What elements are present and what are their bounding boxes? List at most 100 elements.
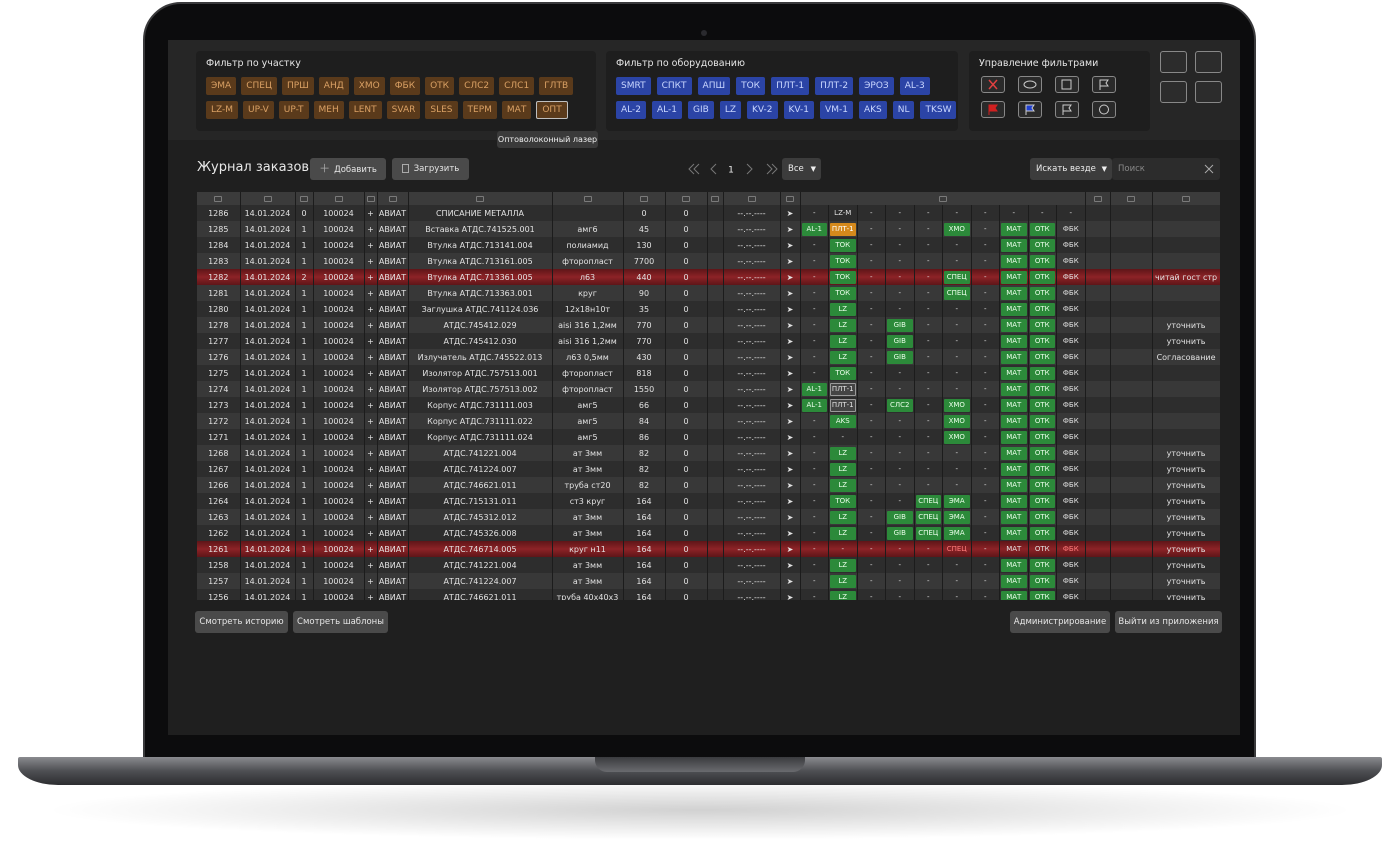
filter-button[interactable]: МЕН (313, 101, 344, 119)
blue-flag-button[interactable] (1018, 101, 1042, 118)
filter-button[interactable]: СЛС1 (499, 77, 535, 95)
filter-button[interactable]: СПКТ (656, 77, 692, 95)
order-row[interactable]: 1268 14.01.2024 1 100024 + АВИАТ АТДС.741221.0… (197, 445, 1220, 461)
filter-button[interactable]: ГЛТВ (539, 77, 574, 95)
filter-button[interactable]: ФБК (389, 77, 421, 95)
filter-button[interactable]: АПШ (697, 77, 731, 95)
filter-button[interactable]: NL (892, 101, 915, 119)
order-row[interactable]: 1280 14.01.2024 1 100024 + АВИАТ Заглушка АТДС… (197, 301, 1220, 317)
order-row[interactable]: 1286 14.01.2024 0 100024 + АВИАТ СПИСАНИЕ МЕТА… (197, 205, 1220, 221)
equipment-tag: - (812, 560, 816, 569)
equipment-tag: - (983, 560, 987, 569)
filter-button[interactable]: GIB (688, 101, 714, 119)
stats-button[interactable] (1195, 81, 1222, 103)
filter-button[interactable]: ЭМА (206, 77, 237, 95)
order-row[interactable]: 1261 14.01.2024 1 100024 + АВИАТ АТДС.746714.0… (197, 541, 1220, 557)
order-row[interactable]: 1285 14.01.2024 1 100024 + АВИАТ Вставка АТДС.… (197, 221, 1220, 237)
order-row[interactable]: 1271 14.01.2024 1 100024 + АВИАТ Корпус АТДС.7… (197, 429, 1220, 445)
settings-button[interactable] (1160, 51, 1187, 73)
info-button[interactable] (1092, 101, 1116, 118)
filter-button[interactable]: ПЛТ-2 (815, 77, 854, 95)
equipment-cell: - (857, 413, 886, 429)
cell: + (364, 493, 378, 509)
filter-button[interactable]: СПЕЦ (241, 77, 277, 95)
order-row[interactable]: 1272 14.01.2024 1 100024 + АВИАТ Корпус АТДС.7… (197, 413, 1220, 429)
filter-button[interactable]: SMRT (616, 77, 651, 95)
filter-button[interactable]: ТЕРМ (462, 101, 497, 119)
button-row: LZ-M UP-V UP-T МЕН LENT SVAR SLES ТЕРМ МАТ ОПТ (206, 101, 568, 119)
order-row[interactable]: 1266 14.01.2024 1 100024 + АВИАТ АТДС.746621.0… (197, 477, 1220, 493)
filter-button[interactable]: TKSW (920, 101, 957, 119)
filter-button[interactable]: AL-3 (899, 77, 930, 95)
equipment-cell: - (857, 205, 886, 221)
filter-button[interactable]: ЭРОЗ (859, 77, 894, 95)
page-arrows[interactable] (688, 163, 778, 175)
exit-button[interactable]: Выйти из приложения (1115, 611, 1222, 633)
filter-button[interactable]: СЛС2 (459, 77, 495, 95)
filter-button[interactable]: LZ (719, 101, 741, 119)
info-button[interactable] (1195, 51, 1222, 73)
admin-button[interactable]: Администрирование (1010, 611, 1110, 633)
add-button[interactable]: ＋ Добавить (310, 158, 386, 180)
equipment-tag: - (983, 224, 987, 233)
cell: АВИАТ (377, 349, 409, 365)
order-row[interactable]: 1278 14.01.2024 1 100024 + АВИАТ АТДС.745412.0… (197, 317, 1220, 333)
order-row[interactable]: 1262 14.01.2024 1 100024 + АВИАТ АТДС.745326.0… (197, 525, 1220, 541)
check-button[interactable] (1055, 76, 1079, 93)
order-row[interactable]: 1263 14.01.2024 1 100024 + АВИАТ АТДС.745312.0… (197, 509, 1220, 525)
order-row[interactable]: 1275 14.01.2024 1 100024 + АВИАТ Изолятор АТДС… (197, 365, 1220, 381)
hide-button[interactable] (1018, 76, 1042, 93)
order-row[interactable]: 1277 14.01.2024 1 100024 + АВИАТ АТДС.745412.0… (197, 333, 1220, 349)
filter-button[interactable]: АНД (318, 77, 349, 95)
order-row[interactable]: 1258 14.01.2024 1 100024 + АВИАТ АТДС.741221.0… (197, 557, 1220, 573)
filter-button[interactable]: ПЛТ-1 (771, 77, 810, 95)
page-size-select[interactable]: Все ▼ (782, 158, 821, 180)
equipment-cell: ФБК (1056, 365, 1086, 381)
order-row[interactable]: 1284 14.01.2024 1 100024 + АВИАТ Втулка АТДС.7… (197, 237, 1220, 253)
filter-button[interactable]: AL-1 (652, 101, 682, 119)
tooltip: Оптоволоконный лазер (497, 131, 598, 148)
search-input[interactable]: Поиск (1112, 158, 1220, 180)
order-row[interactable]: 1273 14.01.2024 1 100024 + АВИАТ Корпус АТДС.7… (197, 397, 1220, 413)
history-button[interactable]: Смотреть историю (195, 611, 288, 633)
order-row[interactable]: 1281 14.01.2024 1 100024 + АВИАТ Втулка АТДС.7… (197, 285, 1220, 301)
order-row[interactable]: 1282 14.01.2024 2 100024 + АВИАТ Втулка АТДС.7… (197, 269, 1220, 285)
filter-button[interactable]: VM-1 (820, 101, 853, 119)
order-row[interactable]: 1283 14.01.2024 1 100024 + АВИАТ Втулка АТДС.7… (197, 253, 1220, 269)
equipment-tag: - (926, 272, 930, 281)
filter-button[interactable]: KV-2 (747, 101, 778, 119)
red-flag-button[interactable] (981, 101, 1005, 118)
flag-outline-button[interactable] (1055, 101, 1079, 118)
filter-button[interactable]: ТОК (736, 77, 766, 95)
filter-button[interactable]: ОПТ (536, 101, 568, 119)
filter-button[interactable]: LZ-M (206, 101, 239, 119)
filter-button[interactable]: UP-V (243, 101, 274, 119)
filter-button[interactable]: ОТК (425, 77, 455, 95)
chart-button[interactable] (1160, 81, 1187, 103)
filter-button[interactable]: ПРШ (281, 77, 314, 95)
order-row[interactable]: 1257 14.01.2024 1 100024 + АВИАТ АТДС.741224.0… (197, 573, 1220, 589)
filter-button[interactable]: МАТ (501, 101, 532, 119)
search-scope-select[interactable]: Искать везде ▼ (1030, 158, 1112, 180)
order-row[interactable]: 1256 14.01.2024 1 100024 + АВИАТ АТДС.746621.0… (197, 589, 1220, 600)
clear-button[interactable] (981, 76, 1005, 93)
order-row[interactable]: 1264 14.01.2024 1 100024 + АВИАТ АТДС.715131.0… (197, 493, 1220, 509)
equipment-cell: - (857, 237, 886, 253)
load-button[interactable]: Загрузить (392, 158, 469, 180)
filter-button[interactable]: SVAR (386, 101, 421, 119)
flag-button[interactable] (1092, 76, 1116, 93)
filter-button[interactable]: SLES (425, 101, 458, 119)
filter-button[interactable]: AKS (858, 101, 887, 119)
clear-icon[interactable] (1204, 164, 1214, 174)
filter-button[interactable]: AL-2 (616, 101, 646, 119)
filter-button[interactable]: UP-T (278, 101, 309, 119)
filter-button[interactable]: ХМО (353, 77, 385, 95)
templates-button[interactable]: Смотреть шаблоны (293, 611, 388, 633)
filter-button[interactable]: LENT (348, 101, 382, 119)
order-row[interactable]: 1276 14.01.2024 1 100024 + АВИАТ Излучатель АТ… (197, 349, 1220, 365)
order-row[interactable]: 1274 14.01.2024 1 100024 + АВИАТ Изолятор АТДС… (197, 381, 1220, 397)
filter-button[interactable]: KV-1 (783, 101, 815, 119)
page-number[interactable]: 1 (728, 166, 734, 176)
cell: Корпус АТДС.731111.003 (408, 397, 553, 413)
order-row[interactable]: 1267 14.01.2024 1 100024 + АВИАТ АТДС.741224.0… (197, 461, 1220, 477)
